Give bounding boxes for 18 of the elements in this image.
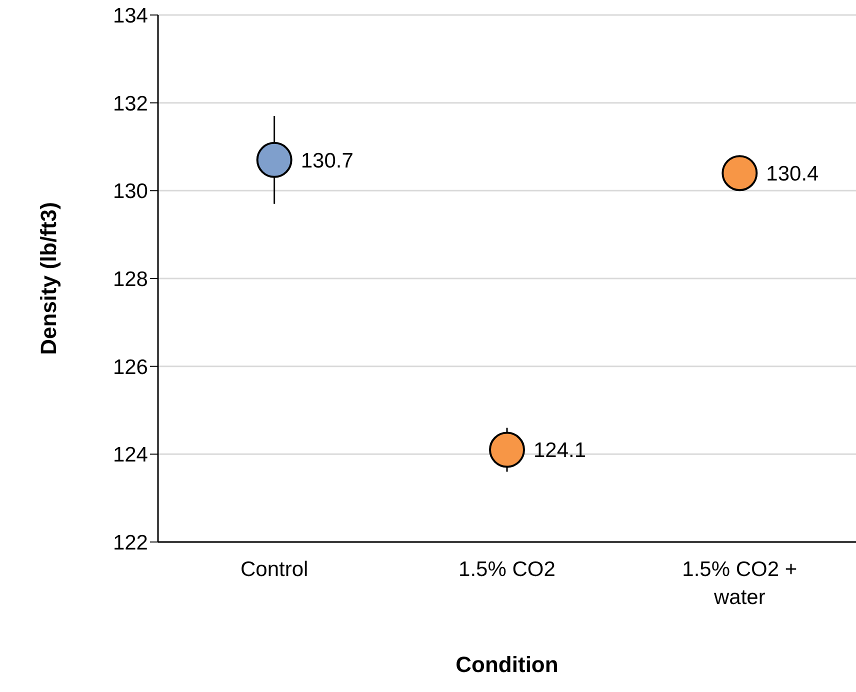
point [489, 432, 525, 468]
y-tick-label: 128 [112, 268, 148, 291]
y-tick-label: 132 [112, 92, 148, 116]
x-tick-label: 1.5% CO2 + water [682, 558, 798, 609]
y-tick-label: 124 [112, 444, 148, 467]
data-label: 130.7 [300, 149, 354, 172]
data-label: 124.1 [534, 439, 586, 462]
x-tick-label: Control [240, 558, 308, 581]
y-axis-title: Density (lb/ft3) [36, 202, 61, 355]
y-tick-label: 134 [112, 4, 148, 28]
point [256, 142, 292, 178]
x-axis-title: Condition [456, 652, 558, 677]
data-label: 130.4 [766, 162, 820, 186]
point [722, 155, 758, 192]
y-tick-label: 130 [112, 180, 148, 204]
y-tick-label: 126 [112, 356, 148, 379]
y-tick-label: 122 [112, 531, 148, 554]
x-tick-label: 1.5% CO2 [458, 558, 556, 581]
